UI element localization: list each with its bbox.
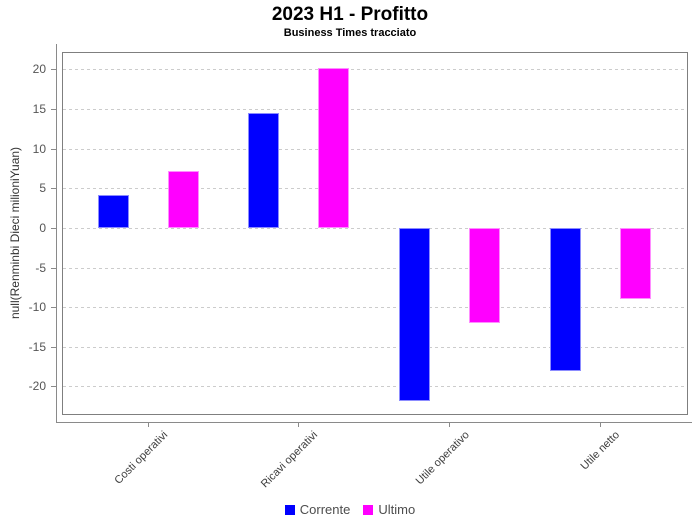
bar-ultimo-3: [620, 228, 651, 299]
legend-item-corrente: Corrente: [284, 502, 351, 517]
y-tick-mark: [51, 149, 56, 150]
y-tick-label: 15: [32, 102, 46, 116]
legend: Corrente Ultimo: [0, 502, 700, 517]
gridline-y-15: [63, 347, 687, 348]
y-axis-line: [56, 44, 57, 422]
bar-ultimo-2: [469, 228, 500, 323]
y-tick-mark: [51, 228, 56, 229]
y-tick-mark: [51, 347, 56, 348]
y-tick-label: -5: [35, 261, 46, 275]
y-tick-mark: [51, 268, 56, 269]
legend-swatch-corrente: [284, 504, 295, 515]
x-tick-mark: [449, 422, 450, 427]
bar-corrente-3: [550, 228, 581, 371]
bar-corrente-0: [98, 195, 129, 228]
gridline-y15: [63, 109, 687, 110]
gridline-y0: [63, 228, 687, 229]
legend-label-corrente: Corrente: [299, 502, 351, 517]
y-tick-label: 5: [39, 181, 46, 195]
category-label-text: Utile operativo: [413, 429, 472, 488]
bar-ultimo-1: [318, 68, 349, 228]
bar-corrente-2: [399, 228, 430, 401]
bar-corrente-1: [248, 113, 279, 228]
y-tick-mark: [51, 386, 56, 387]
x-axis-line: [56, 422, 692, 423]
gridline-y10: [63, 149, 687, 150]
plot-area: [62, 52, 688, 415]
category-label-text: Utile netto: [578, 429, 623, 473]
y-tick-label: 20: [32, 62, 46, 76]
y-tick-label: -15: [28, 340, 46, 354]
y-tick-label: 0: [39, 221, 46, 235]
category-label-text: Ricavi operativi: [259, 429, 321, 491]
gridline-y5: [63, 188, 687, 189]
y-tick-label: -10: [28, 300, 46, 314]
y-tick-mark: [51, 109, 56, 110]
y-tick-mark: [51, 307, 56, 308]
legend-item-ultimo: Ultimo: [363, 502, 415, 517]
x-tick-mark: [298, 422, 299, 427]
category-label-text: Costi operativi: [112, 429, 171, 487]
legend-label-ultimo: Ultimo: [378, 502, 416, 517]
y-tick-label: 10: [32, 142, 46, 156]
chart-subtitle: Business Times tracciato: [283, 27, 417, 39]
gridline-y20: [63, 69, 687, 70]
gridline-y-5: [63, 268, 687, 269]
x-tick-mark: [600, 422, 601, 427]
y-tick-mark: [51, 188, 56, 189]
chart-title: 2023 H1 - Profitto: [271, 4, 429, 25]
gridline-y-20: [63, 386, 687, 387]
y-tick-mark: [51, 69, 56, 70]
gridline-y-10: [63, 307, 687, 308]
x-tick-mark: [148, 422, 149, 427]
bar-ultimo-0: [168, 171, 199, 228]
y-tick-label: -20: [28, 379, 46, 393]
legend-swatch-ultimo: [363, 504, 374, 515]
